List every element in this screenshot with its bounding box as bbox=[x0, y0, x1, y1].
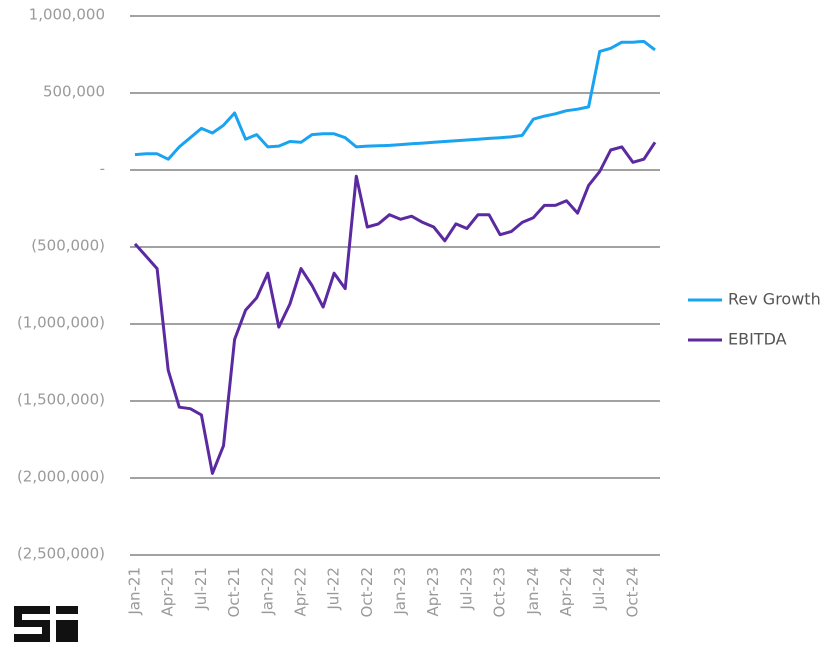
x-tick-label: Jan-23 bbox=[391, 567, 409, 616]
y-tick-label: (1,500,000) bbox=[17, 391, 105, 409]
x-tick-label: Jul-22 bbox=[325, 567, 343, 611]
x-tick-label: Jul-21 bbox=[192, 567, 210, 611]
y-tick-label: (2,000,000) bbox=[17, 468, 105, 486]
x-tick-label: Apr-24 bbox=[557, 567, 575, 617]
x-tick-label: Oct-24 bbox=[623, 567, 641, 617]
legend-label: EBITDA bbox=[728, 330, 787, 349]
y-tick-label: - bbox=[100, 160, 105, 178]
x-tick-label: Jan-21 bbox=[126, 567, 144, 616]
x-tick-label: Oct-23 bbox=[491, 567, 509, 617]
y-tick-label: 500,000 bbox=[43, 83, 105, 101]
x-tick-label: Oct-21 bbox=[225, 567, 243, 617]
legend: Rev Growth EBITDA bbox=[688, 290, 821, 349]
x-tick-label: Jul-24 bbox=[590, 567, 608, 611]
x-tick-label: Apr-21 bbox=[159, 567, 177, 617]
x-tick-label: Apr-22 bbox=[291, 567, 309, 617]
legend-label: Rev Growth bbox=[728, 290, 821, 309]
x-tick-label: Jan-24 bbox=[524, 567, 542, 616]
logo bbox=[14, 606, 78, 642]
x-tick-label: Apr-23 bbox=[424, 567, 442, 617]
data-line bbox=[134, 39, 656, 161]
y-tick-label: (1,000,000) bbox=[17, 314, 105, 332]
data-line bbox=[133, 141, 657, 475]
x-tick-label: Jan-22 bbox=[258, 567, 276, 616]
y-tick-label: (2,500,000) bbox=[17, 545, 105, 563]
y-tick-label: (500,000) bbox=[31, 237, 105, 255]
x-tick-label: Oct-22 bbox=[358, 567, 376, 617]
x-tick-label: Jul-23 bbox=[457, 567, 475, 611]
y-tick-label: 1,000,000 bbox=[29, 6, 105, 24]
